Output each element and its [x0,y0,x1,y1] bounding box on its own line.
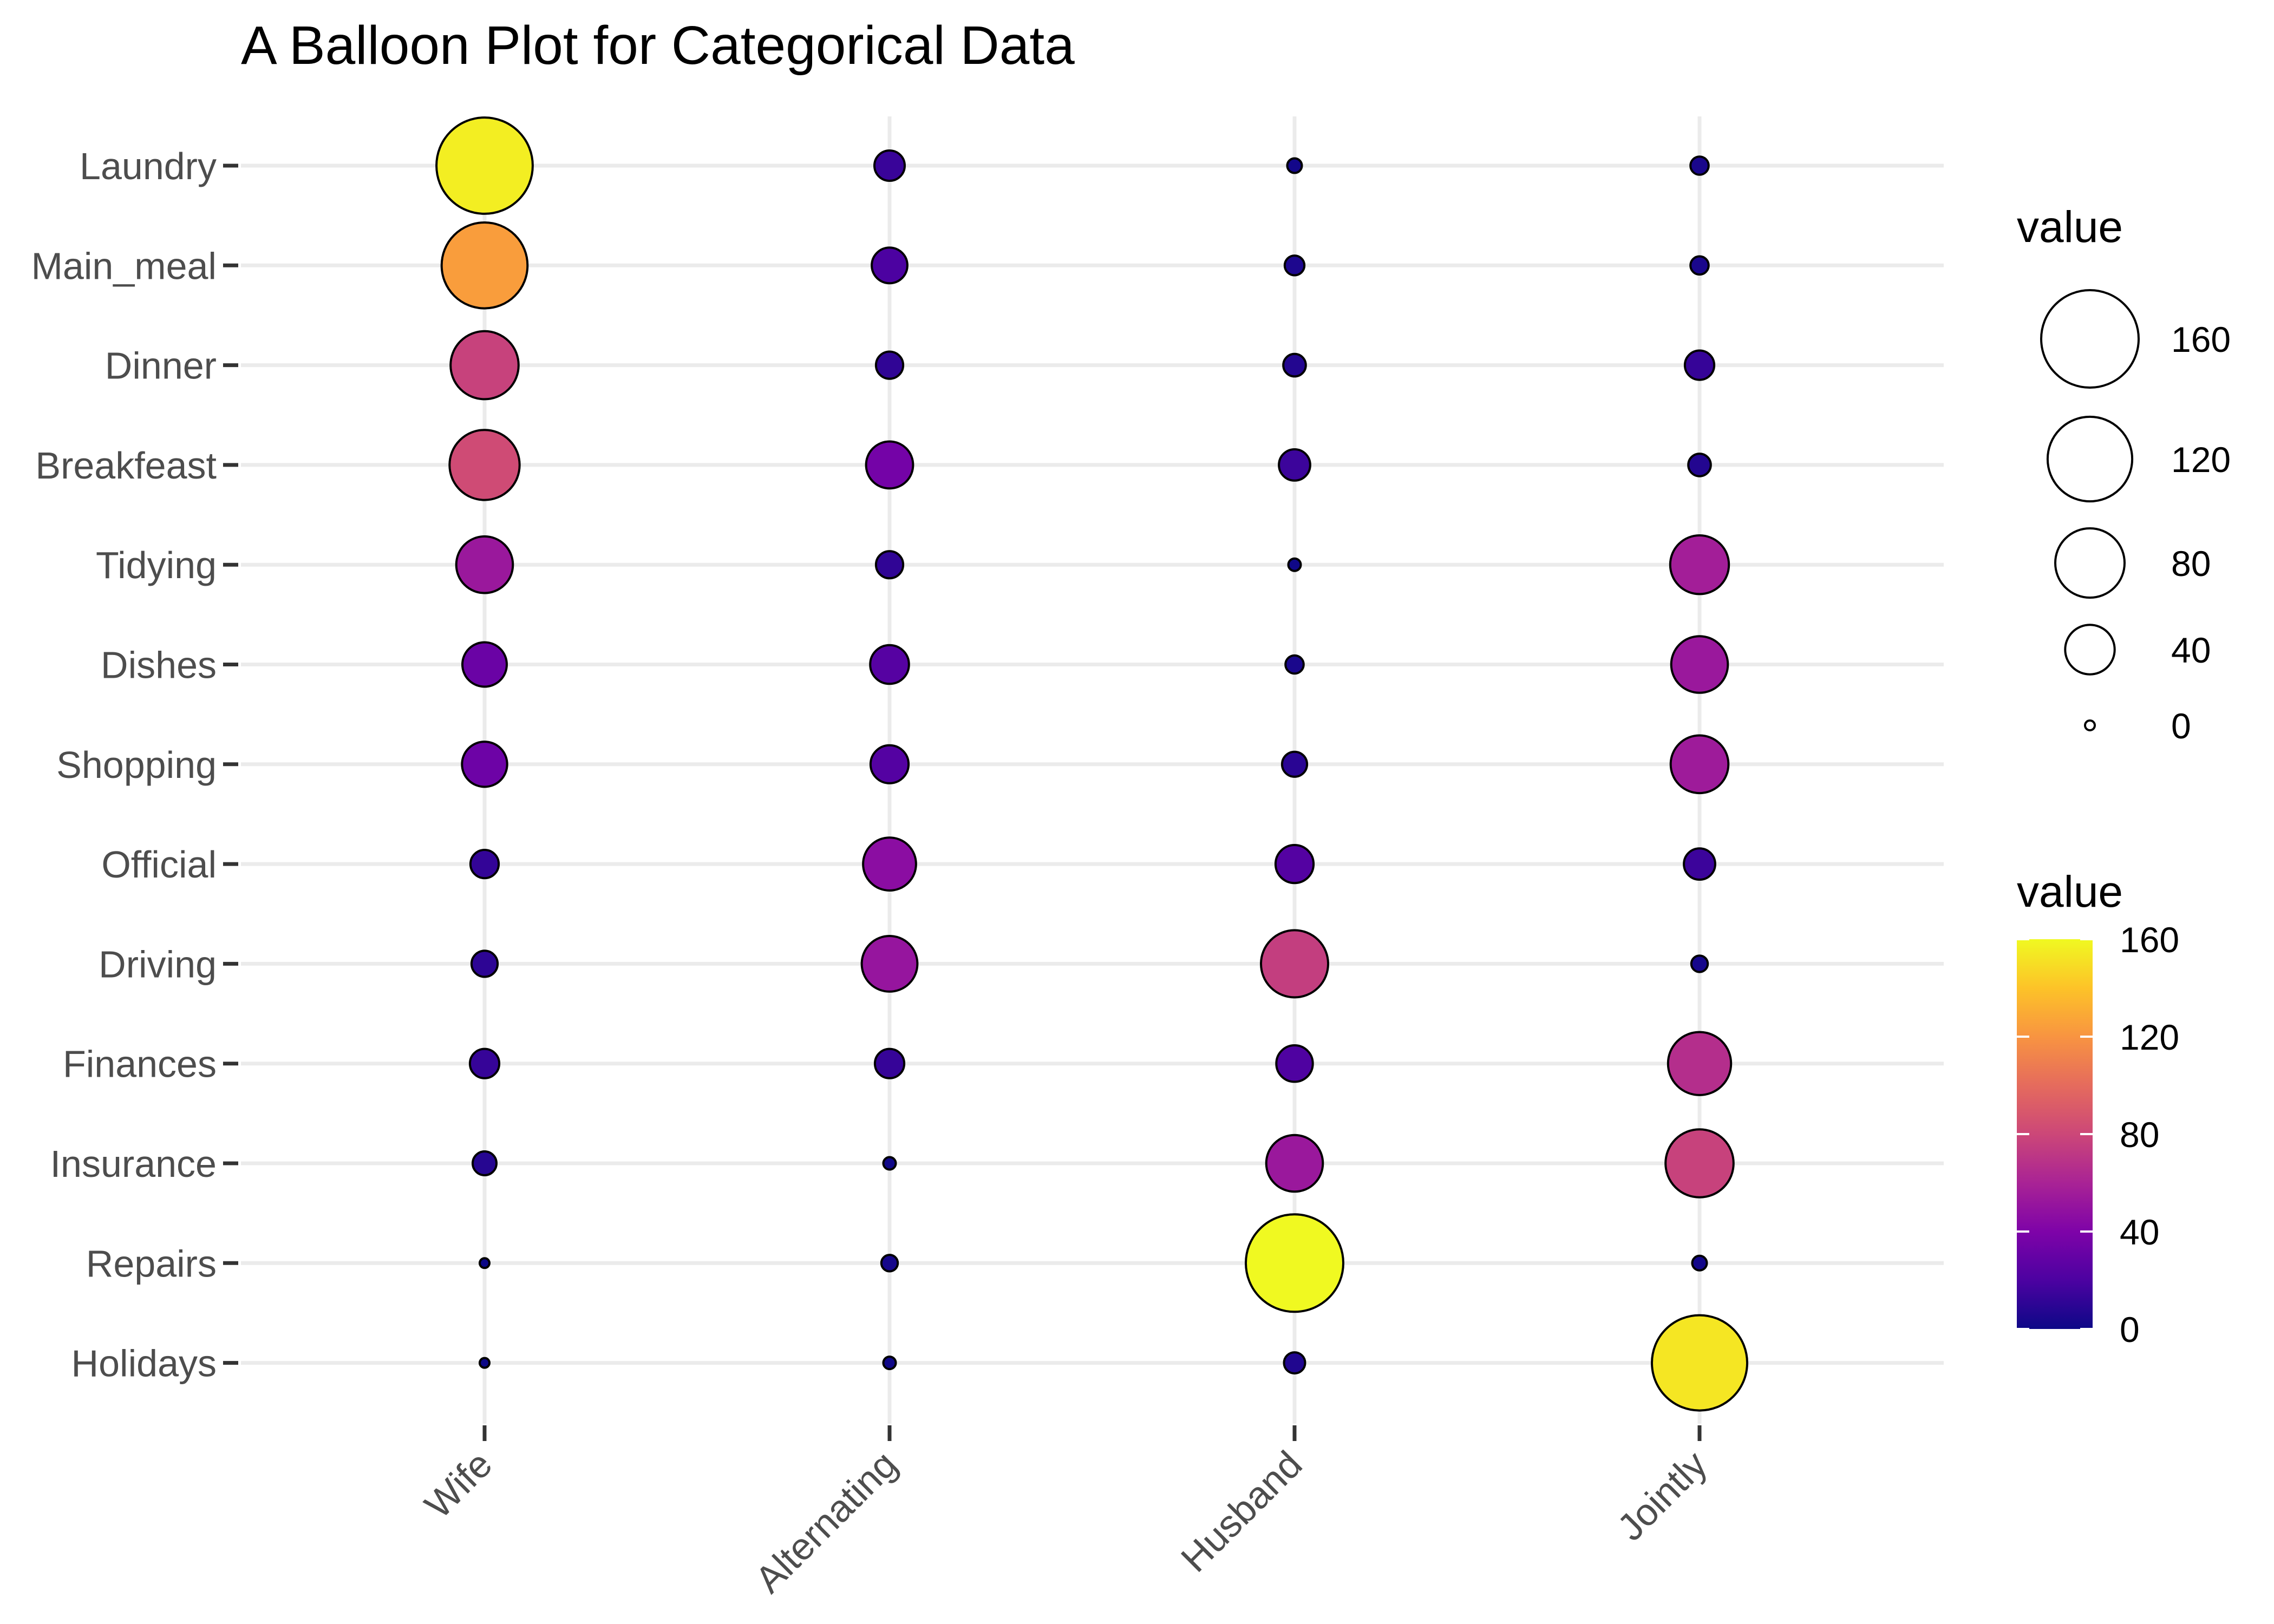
balloon-dinner-wife [450,331,519,400]
size-key-40 [2065,625,2114,674]
size-key-120 [2048,417,2132,501]
balloon-laundry-wife [436,117,533,214]
balloon-insurance-jointly [1665,1129,1734,1197]
balloon-dishes-wife [462,643,507,687]
x-tick-label-jointly: Jointly [1609,1443,1715,1548]
balloon-driving-wife [472,951,498,977]
balloon-driving-alternating [862,936,918,992]
size-key-80 [2055,528,2125,598]
y-tick-label-insurance: Insurance [50,1143,217,1185]
balloon-main-meal-alternating [872,247,907,283]
x-tick-label-wife: Wife [416,1443,500,1526]
y-tick-label-main-meal: Main_meal [31,245,217,287]
balloon-main-meal-wife [442,222,528,309]
balloon-tidying-alternating [876,551,903,578]
color-legend-label-120: 120 [2120,1017,2179,1057]
balloon-shopping-alternating [871,745,909,783]
balloon-holidays-alternating [884,1357,896,1369]
balloon-breakfeast-jointly [1688,454,1711,476]
balloon-dishes-husband [1285,656,1304,674]
balloon-tidying-wife [456,536,513,593]
balloon-main-meal-jointly [1690,257,1709,275]
balloon-driving-jointly [1691,955,1708,972]
balloon-repairs-husband [1246,1214,1343,1312]
balloon-finances-alternating [875,1049,904,1078]
y-axis: Laundry Main_meal Dinner Breakfeast Tidying D… [31,145,238,1385]
balloon-shopping-husband [1282,752,1307,777]
y-tick-label-finances: Finances [63,1043,217,1085]
size-legend-title: value [2017,202,2123,252]
size-legend-label-0: 0 [2171,706,2191,746]
color-legend-label-160: 160 [2120,920,2179,960]
x-tick-label-alternating: Alternating [747,1443,905,1601]
x-tick-label-husband: Husband [1173,1443,1310,1580]
color-legend-label-80: 80 [2120,1115,2159,1155]
balloon-tidying-husband [1289,559,1301,571]
size-key-0 [2085,721,2095,730]
balloon-insurance-alternating [884,1157,896,1170]
balloon-breakfeast-wife [449,430,519,500]
color-legend-title: value [2017,867,2123,916]
balloon-laundry-husband [1288,159,1302,173]
size-legend: value 160 120 80 40 0 [2017,202,2231,746]
balloon-dinner-jointly [1685,351,1714,380]
balloon-dishes-alternating [870,645,909,684]
size-legend-label-80: 80 [2171,543,2211,584]
balloon-driving-husband [1261,930,1328,997]
balloon-dinner-husband [1283,354,1306,377]
balloon-dinner-alternating [876,352,903,379]
y-tick-label-holidays: Holidays [71,1343,217,1385]
balloon-official-jointly [1684,848,1715,880]
balloon-main-meal-husband [1285,256,1304,275]
size-legend-label-120: 120 [2171,440,2231,480]
balloon-official-husband [1276,845,1314,883]
size-legend-label-40: 40 [2171,630,2211,670]
balloon-finances-wife [470,1049,499,1078]
balloon-repairs-jointly [1693,1256,1707,1271]
balloon-holidays-wife [480,1358,489,1368]
y-tick-label-dishes: Dishes [101,644,217,686]
y-tick-label-breakfeast: Breakfeast [35,444,217,487]
size-legend-label-160: 160 [2171,319,2231,359]
balloon-shopping-wife [462,742,507,787]
y-tick-label-laundry: Laundry [80,145,217,187]
balloon-laundry-alternating [874,150,905,181]
y-tick-label-shopping: Shopping [56,744,217,786]
balloon-repairs-alternating [881,1255,898,1271]
balloon-insurance-wife [473,1151,496,1175]
balloon-breakfeast-alternating [866,442,913,489]
color-legend: value 160 120 80 40 0 [2017,867,2179,1350]
y-tick-label-official: Official [101,843,217,886]
y-tick-label-repairs: Repairs [86,1242,217,1285]
color-legend-label-40: 40 [2120,1212,2159,1252]
balloon-dishes-jointly [1671,636,1728,693]
chart-title: A Balloon Plot for Categorical Data [241,15,1075,76]
y-tick-label-dinner: Dinner [105,345,217,387]
balloon-breakfeast-husband [1279,449,1310,481]
balloon-holidays-husband [1284,1352,1305,1373]
balloon-holidays-jointly [1652,1315,1747,1411]
balloon-finances-jointly [1668,1032,1731,1095]
balloon-official-wife [471,850,499,878]
size-key-160 [2041,290,2139,388]
balloon-shopping-jointly [1671,736,1729,794]
color-legend-label-0: 0 [2120,1309,2140,1350]
y-tick-label-driving: Driving [99,943,217,985]
balloon-insurance-husband [1266,1135,1323,1192]
balloon-repairs-wife [480,1258,489,1268]
balloon-laundry-jointly [1690,156,1709,175]
balloon-official-alternating [863,837,916,890]
balloon-finances-husband [1276,1045,1312,1082]
balloon-tidying-jointly [1670,535,1729,594]
x-axis: Wife Alternating Husband Jointly [416,1425,1715,1601]
y-tick-label-tidying: Tidying [96,544,217,586]
